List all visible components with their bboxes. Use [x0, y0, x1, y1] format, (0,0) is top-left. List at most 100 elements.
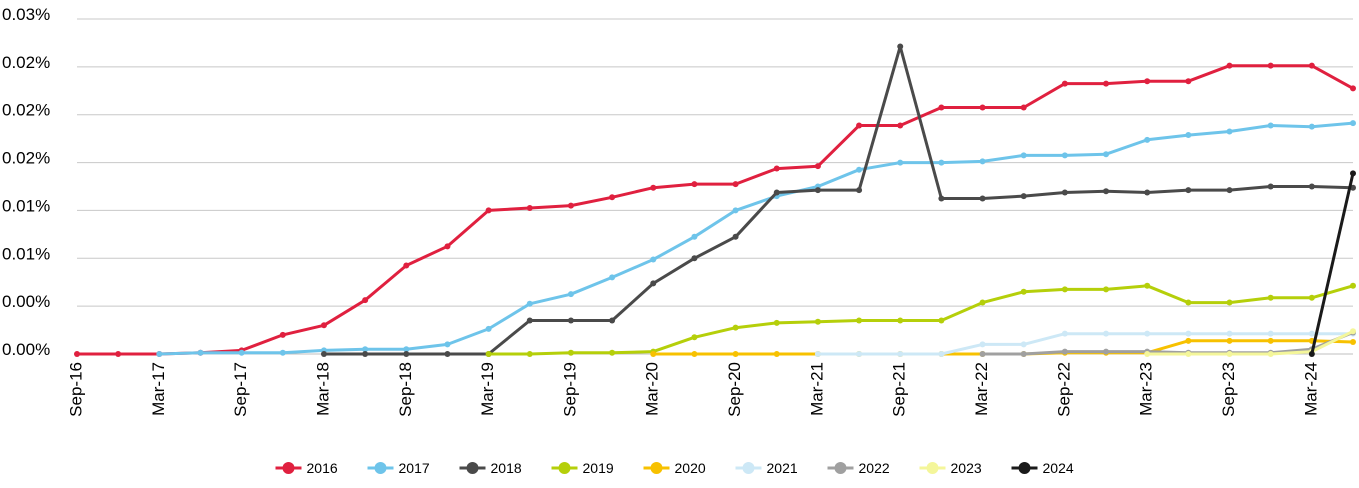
data-point [115, 351, 122, 357]
data-point [856, 187, 863, 194]
data-point [609, 274, 616, 281]
y-tick-label: 0.01% [2, 196, 50, 215]
legend-label: 2021 [767, 460, 798, 476]
legend-label: 2016 [307, 460, 338, 476]
data-point [1308, 351, 1315, 357]
y-tick-label: 0.02% [2, 53, 50, 72]
data-point [1144, 282, 1151, 289]
data-point [773, 165, 780, 172]
data-point [1103, 80, 1110, 87]
data-point [1061, 80, 1068, 87]
legend-label: 2019 [583, 460, 614, 476]
data-point [444, 351, 451, 357]
data-point [1226, 351, 1233, 357]
data-point [320, 322, 327, 329]
data-point [1103, 330, 1110, 337]
data-point [609, 349, 616, 356]
data-point [650, 280, 657, 287]
data-point [732, 181, 739, 188]
data-point [1350, 170, 1356, 177]
data-point [1185, 330, 1192, 337]
legend-item: 2024 [1011, 460, 1074, 476]
data-point [897, 317, 904, 324]
series-line [1147, 329, 1354, 356]
data-point [1350, 85, 1356, 92]
data-point [773, 189, 780, 196]
legend-marker [374, 462, 387, 474]
data-point [1308, 123, 1315, 130]
data-point [1144, 189, 1151, 196]
data-point [320, 351, 327, 357]
series-line [324, 45, 1354, 356]
data-point [1061, 348, 1068, 355]
data-point [1267, 330, 1274, 337]
data-point [979, 158, 986, 165]
y-tick-label: 0.00% [2, 340, 50, 359]
data-point [1103, 286, 1110, 293]
legend-item: 2018 [459, 460, 522, 476]
data-point [526, 351, 533, 357]
data-point [856, 166, 863, 173]
data-point [1185, 187, 1192, 194]
data-point [1061, 189, 1068, 196]
data-point [1226, 337, 1233, 344]
x-tick-label: Mar-17 [149, 362, 168, 416]
data-point [1020, 152, 1027, 159]
data-point [526, 205, 533, 212]
x-tick-label: Mar-24 [1301, 362, 1320, 416]
data-point [691, 351, 698, 357]
legend-item: 2022 [827, 460, 890, 476]
data-point [1226, 187, 1233, 194]
data-point [897, 159, 904, 166]
legend-label: 2023 [951, 460, 982, 476]
series-line [1310, 172, 1355, 355]
x-tick-label: Mar-20 [643, 362, 662, 416]
data-point [1308, 294, 1315, 301]
x-tick-label: Mar-18 [313, 362, 332, 416]
data-point [773, 319, 780, 326]
data-point [1226, 62, 1233, 69]
data-point [732, 324, 739, 331]
x-tick-label: Sep-19 [560, 362, 579, 417]
data-point [444, 341, 451, 348]
legend-label: 2022 [859, 460, 890, 476]
legend-marker [742, 462, 755, 474]
data-point [1267, 122, 1274, 129]
legend-label: 2018 [491, 460, 522, 476]
data-point [732, 233, 739, 240]
legend-item: 2019 [551, 460, 614, 476]
legend-item: 2021 [735, 460, 798, 476]
data-point [362, 297, 369, 304]
data-point [485, 325, 492, 332]
legend-item: 2023 [919, 460, 982, 476]
data-point [1020, 104, 1027, 111]
data-point [567, 202, 574, 209]
data-point [691, 334, 698, 341]
data-point [609, 317, 616, 324]
legend-marker [834, 462, 847, 474]
series-line [77, 64, 1354, 356]
data-point [650, 256, 657, 263]
x-tick-label: Mar-21 [807, 362, 826, 416]
data-point [650, 351, 657, 357]
data-point [74, 351, 80, 357]
data-point [279, 349, 286, 356]
data-point [1226, 128, 1233, 135]
data-point [979, 104, 986, 111]
data-point [1350, 282, 1356, 289]
y-tick-label: 0.01% [2, 244, 50, 263]
data-point [1061, 286, 1068, 293]
data-point [1267, 62, 1274, 69]
legend-marker [558, 462, 571, 474]
data-point [609, 194, 616, 201]
data-point [1308, 330, 1315, 337]
data-point [1020, 351, 1027, 357]
data-point [567, 291, 574, 298]
legend-marker [650, 462, 663, 474]
data-point [650, 184, 657, 191]
data-point [1185, 299, 1192, 306]
legend-marker [282, 462, 295, 474]
data-point [897, 122, 904, 129]
data-point [362, 346, 369, 353]
